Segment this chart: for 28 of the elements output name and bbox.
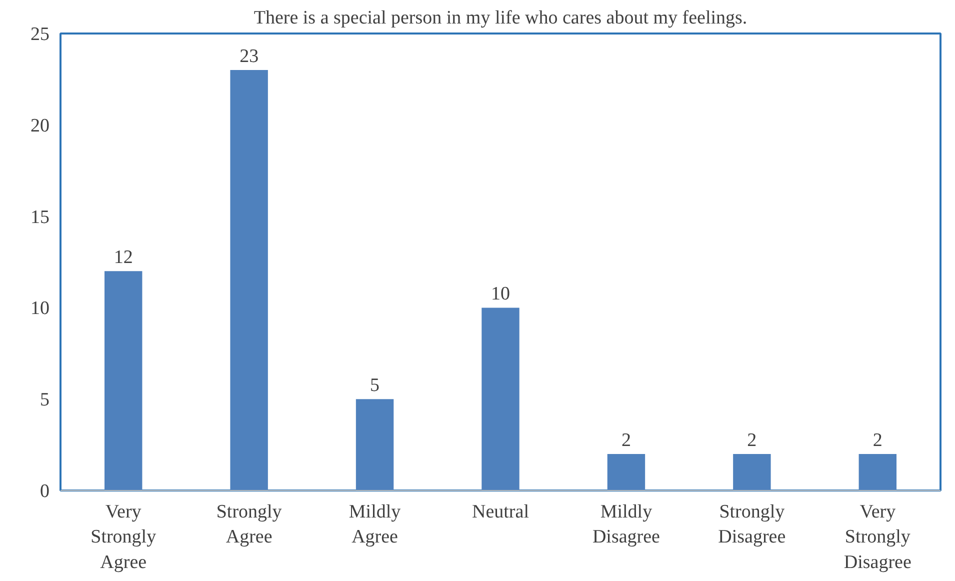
y-tick-label: 25 <box>30 24 50 45</box>
x-tick-label: Very Strongly Disagree <box>844 502 912 573</box>
data-label: 10 <box>491 284 510 305</box>
data-label: 2 <box>872 430 882 451</box>
x-tick-label: Strongly Agree <box>216 502 282 548</box>
chart-title: There is a special person in my life who cares about my feelings. <box>254 8 748 28</box>
data-label: 2 <box>747 430 757 451</box>
y-tick-label: 20 <box>30 115 50 136</box>
data-label: 2 <box>621 430 631 451</box>
data-label: 23 <box>240 46 259 68</box>
y-tick-label: 15 <box>30 206 50 228</box>
x-tick-label: Strongly Disagree <box>718 502 786 548</box>
x-tick-label: Very Strongly Agree <box>90 502 157 573</box>
bar <box>607 454 646 490</box>
x-tick-label: Neutral <box>472 502 529 522</box>
data-label: 5 <box>370 375 380 396</box>
bar <box>230 70 268 490</box>
data-label: 12 <box>114 247 133 268</box>
bar <box>104 271 142 490</box>
y-tick-label: 10 <box>30 298 50 320</box>
y-tick-label: 5 <box>40 390 50 411</box>
bar <box>356 399 394 490</box>
y-tick-label: 0 <box>40 481 50 502</box>
bar <box>858 454 896 490</box>
x-tick-label: Mildly Disagree <box>592 502 660 548</box>
bar <box>733 454 771 490</box>
x-tick-label: Mildly Agree <box>348 502 402 548</box>
bar <box>482 308 520 490</box>
